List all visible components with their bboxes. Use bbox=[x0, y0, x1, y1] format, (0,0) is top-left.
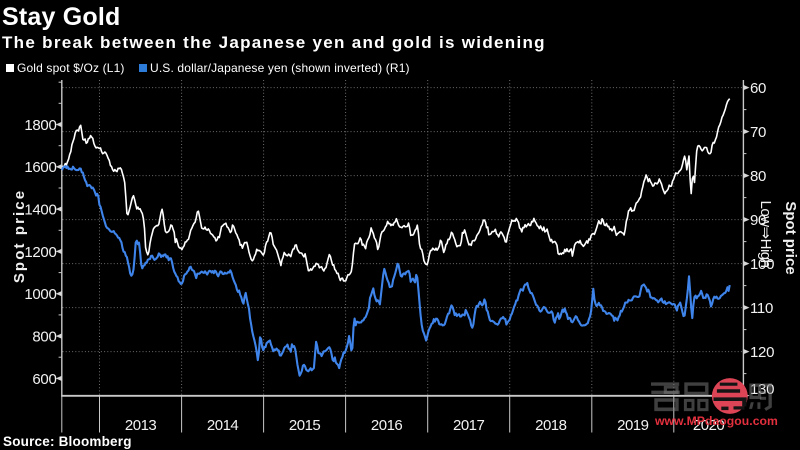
svg-text:2018: 2018 bbox=[535, 417, 567, 434]
svg-text:80: 80 bbox=[750, 168, 766, 185]
svg-text:2019: 2019 bbox=[617, 417, 649, 434]
svg-text:2015: 2015 bbox=[289, 417, 321, 434]
svg-text:2020: 2020 bbox=[693, 417, 725, 434]
svg-text:800: 800 bbox=[32, 329, 56, 346]
svg-text:600: 600 bbox=[32, 371, 56, 388]
svg-text:2014: 2014 bbox=[207, 417, 239, 434]
svg-text:2016: 2016 bbox=[371, 417, 403, 434]
svg-text:www.MPdaogou.com: www.MPdaogou.com bbox=[654, 414, 778, 428]
svg-text:60: 60 bbox=[750, 80, 766, 97]
svg-text:1400: 1400 bbox=[24, 202, 56, 219]
svg-text:110: 110 bbox=[750, 300, 773, 317]
svg-text:2017: 2017 bbox=[453, 417, 485, 434]
svg-text:1000: 1000 bbox=[24, 286, 56, 303]
svg-text:120: 120 bbox=[750, 344, 774, 361]
svg-text:1200: 1200 bbox=[24, 244, 56, 261]
svg-text:Spot price: Spot price bbox=[11, 189, 28, 283]
svg-text:100: 100 bbox=[750, 256, 774, 273]
svg-text:1600: 1600 bbox=[24, 159, 56, 176]
svg-text:Low⇒High: Low⇒High bbox=[757, 201, 774, 268]
svg-text:2013: 2013 bbox=[125, 417, 157, 434]
svg-text:Spot price: Spot price bbox=[782, 201, 799, 274]
svg-text:1800: 1800 bbox=[24, 117, 56, 134]
svg-text:90: 90 bbox=[750, 212, 766, 229]
svg-text:70: 70 bbox=[750, 124, 766, 141]
